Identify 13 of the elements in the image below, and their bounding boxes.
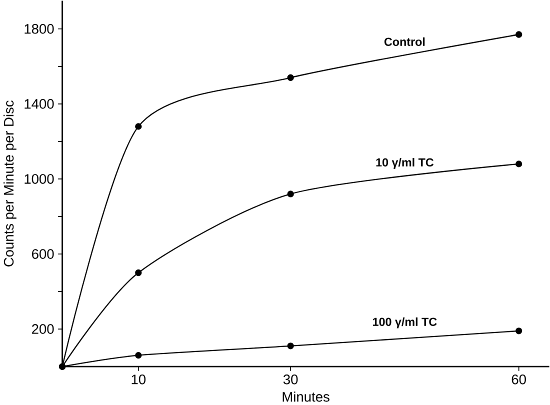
y-axis-title: Counts per Minute per Disc bbox=[4, 100, 16, 266]
y-tick-label: 200 bbox=[32, 324, 54, 334]
x-tick-label: 10 bbox=[132, 374, 146, 384]
y-tick-label: 600 bbox=[32, 248, 54, 259]
x-tick-label: 30 bbox=[283, 374, 298, 384]
y-tick-label: 1000 bbox=[24, 174, 54, 184]
y-tick-label: 1800 bbox=[24, 24, 54, 34]
x-tick-label: 60 bbox=[512, 374, 526, 384]
x-axis-title: Minutes bbox=[282, 391, 330, 402]
y-tick-label: 1400 bbox=[24, 98, 54, 109]
series-label: 100 γ/ml TC bbox=[373, 317, 437, 328]
series-label: 10 γ/ml TC bbox=[376, 158, 434, 169]
series-label: Control bbox=[384, 37, 425, 46]
